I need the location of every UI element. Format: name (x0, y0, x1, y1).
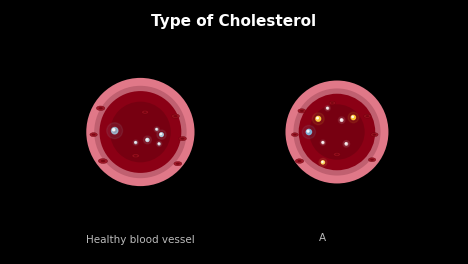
Ellipse shape (179, 136, 186, 141)
Ellipse shape (100, 91, 181, 173)
Ellipse shape (144, 136, 151, 144)
Ellipse shape (181, 138, 184, 140)
Ellipse shape (348, 112, 358, 123)
Ellipse shape (157, 130, 166, 139)
Ellipse shape (174, 162, 182, 166)
Ellipse shape (335, 154, 339, 155)
Ellipse shape (331, 102, 334, 104)
Text: Healthy blood vessel: Healthy blood vessel (86, 235, 195, 245)
Ellipse shape (371, 133, 378, 137)
Ellipse shape (364, 114, 371, 118)
Ellipse shape (345, 143, 348, 145)
Ellipse shape (156, 128, 158, 130)
Ellipse shape (373, 134, 376, 136)
Ellipse shape (297, 160, 302, 162)
Ellipse shape (133, 140, 139, 145)
Ellipse shape (176, 163, 180, 165)
Ellipse shape (338, 117, 345, 123)
Ellipse shape (135, 142, 136, 143)
Ellipse shape (146, 139, 147, 140)
Ellipse shape (322, 161, 324, 164)
Ellipse shape (322, 142, 323, 143)
Ellipse shape (285, 81, 388, 183)
Ellipse shape (320, 140, 326, 145)
Ellipse shape (135, 142, 137, 144)
Ellipse shape (329, 101, 336, 105)
Ellipse shape (113, 129, 115, 131)
Ellipse shape (306, 129, 312, 135)
Ellipse shape (325, 106, 330, 111)
Ellipse shape (312, 113, 324, 125)
Ellipse shape (110, 102, 171, 162)
Ellipse shape (98, 107, 103, 109)
Ellipse shape (98, 159, 108, 163)
Text: Type of Cholesterol: Type of Cholesterol (152, 14, 316, 29)
Ellipse shape (352, 116, 353, 117)
Ellipse shape (154, 127, 160, 132)
Ellipse shape (343, 140, 350, 147)
Ellipse shape (351, 115, 356, 120)
Ellipse shape (322, 142, 324, 144)
Ellipse shape (132, 154, 139, 158)
Ellipse shape (160, 133, 163, 136)
Ellipse shape (327, 107, 328, 108)
Ellipse shape (143, 111, 147, 113)
Ellipse shape (370, 159, 374, 161)
Ellipse shape (134, 155, 138, 157)
Ellipse shape (300, 110, 304, 112)
Ellipse shape (92, 134, 95, 136)
Ellipse shape (307, 130, 309, 132)
Ellipse shape (94, 86, 187, 178)
Ellipse shape (101, 160, 105, 162)
Ellipse shape (142, 110, 148, 114)
Ellipse shape (302, 125, 315, 139)
Text: A: A (319, 233, 327, 243)
Ellipse shape (174, 115, 177, 117)
Ellipse shape (327, 107, 329, 109)
Ellipse shape (334, 153, 340, 156)
Ellipse shape (158, 143, 160, 145)
Ellipse shape (156, 141, 162, 147)
Ellipse shape (322, 161, 323, 162)
Ellipse shape (366, 115, 369, 117)
Ellipse shape (293, 134, 297, 136)
Ellipse shape (107, 123, 123, 139)
Ellipse shape (96, 106, 105, 111)
Ellipse shape (345, 143, 346, 144)
Ellipse shape (172, 114, 179, 118)
Ellipse shape (368, 158, 376, 162)
Ellipse shape (160, 133, 161, 135)
Ellipse shape (90, 133, 97, 137)
Ellipse shape (146, 138, 149, 142)
Ellipse shape (293, 88, 380, 176)
Ellipse shape (299, 94, 375, 170)
Ellipse shape (341, 119, 342, 120)
Ellipse shape (319, 158, 327, 166)
Ellipse shape (111, 128, 118, 134)
Ellipse shape (86, 78, 195, 186)
Ellipse shape (298, 109, 306, 113)
Ellipse shape (309, 104, 365, 160)
Ellipse shape (292, 133, 298, 136)
Ellipse shape (295, 159, 304, 163)
Ellipse shape (316, 116, 321, 121)
Ellipse shape (317, 117, 318, 119)
Ellipse shape (340, 119, 343, 121)
